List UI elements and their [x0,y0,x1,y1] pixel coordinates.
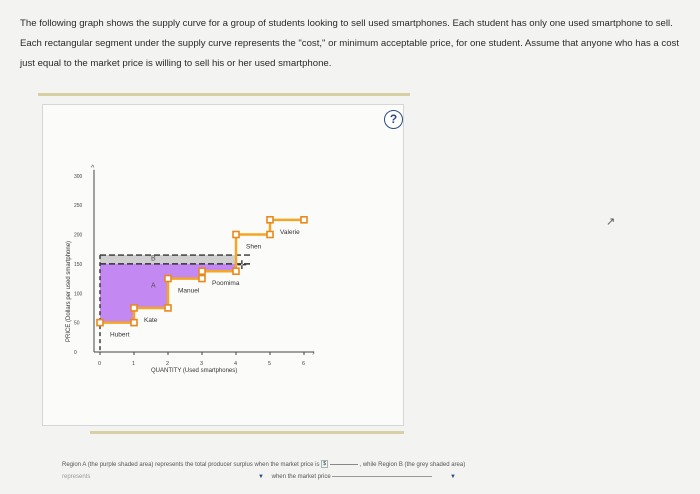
region-b-area [100,255,236,264]
seller-label-hubert: Hubert [110,332,130,339]
help-button[interactable]: ? [384,110,403,129]
seller-label-manuel: Manuel [178,288,200,295]
drag-handle-hubert-end[interactable] [130,318,138,327]
region-a-label: A [151,282,156,289]
mouse-cursor-icon: ↗ [606,216,616,228]
dropdown-arrow-icon: ▼ [258,474,264,480]
seller-label-valerie: Valerie [280,229,300,236]
x-tick-label: 4 [234,361,237,367]
region-b-label: B [151,255,156,262]
intro-paragraph: The following graph shows the supply cur… [20,18,680,69]
drag-handle-kate-end[interactable] [164,304,172,312]
x-tick-label: 3 [200,361,203,367]
top-divider [38,93,410,96]
question-part4: when the market price [271,474,331,480]
drag-handle-shen-start[interactable] [232,230,240,239]
y-tick-label: 250 [74,203,83,209]
y-tick-label: 150 [74,262,83,268]
drag-handle-kate-start[interactable] [130,304,138,312]
second-dropdown[interactable]: ▼ [450,474,462,480]
x-tick-label: 1 [132,361,135,367]
region-a-dropdown-row: represents [62,474,90,480]
drag-handle-manuel-start[interactable] [164,274,172,283]
region-b-dropdown[interactable]: ▼ when the market price [258,474,433,480]
question-part2: , while Region B (the grey shaded area) [359,462,466,468]
x-axis-label: QUANTITY (Used smartphones) [151,368,237,374]
y-tick-label: 200 [74,233,83,239]
drag-handle-valerie-start[interactable] [266,216,274,224]
y-tick-label: 50 [74,321,80,327]
market-price-crosshair-icon[interactable]: ✛ [237,258,247,272]
drag-handle-valerie-end[interactable] [300,216,308,224]
x-tick-label: 2 [166,361,169,367]
drag-handle-poomima-start[interactable] [198,267,206,276]
y-axis-arrow-icon: ^ [91,165,95,172]
dropdown-blank[interactable] [332,475,433,477]
bottom-divider [90,431,404,434]
dropdown-arrow-icon: ▼ [450,474,456,480]
drag-handle-poomima-end[interactable] [232,267,240,276]
seller-label-poomima: Poomima [212,280,240,287]
question-part3: represents [62,474,91,480]
x-axis-arrow-icon: › [312,350,315,357]
y-tick-label: 300 [74,174,83,180]
drag-handle-manuel-end[interactable] [198,274,206,283]
supply-chart[interactable]: Hubert Kate Manuel Poomima Shen Valerie ✛ A B › ^ 0… [42,104,342,404]
price-input[interactable]: $ [321,460,329,469]
y-axis-label: PRICE (Dollars per used smartphone) [66,241,72,342]
x-tick-label: 0 [98,361,101,367]
y-tick-label: 100 [74,291,83,297]
x-tick-label: 6 [302,361,305,367]
x-tick-label: 5 [268,361,271,367]
seller-label-shen: Shen [246,244,262,251]
drag-handle-hubert-start[interactable] [96,318,104,327]
price-blank[interactable] [329,463,358,465]
seller-label-kate: Kate [144,317,158,324]
y-tick-label: 0 [74,350,77,356]
question-line: Region A (the purple shaded area) repres… [62,460,602,470]
question-part1: Region A (the purple shaded area) repres… [62,462,320,468]
drag-handle-shen-end[interactable] [266,230,274,239]
